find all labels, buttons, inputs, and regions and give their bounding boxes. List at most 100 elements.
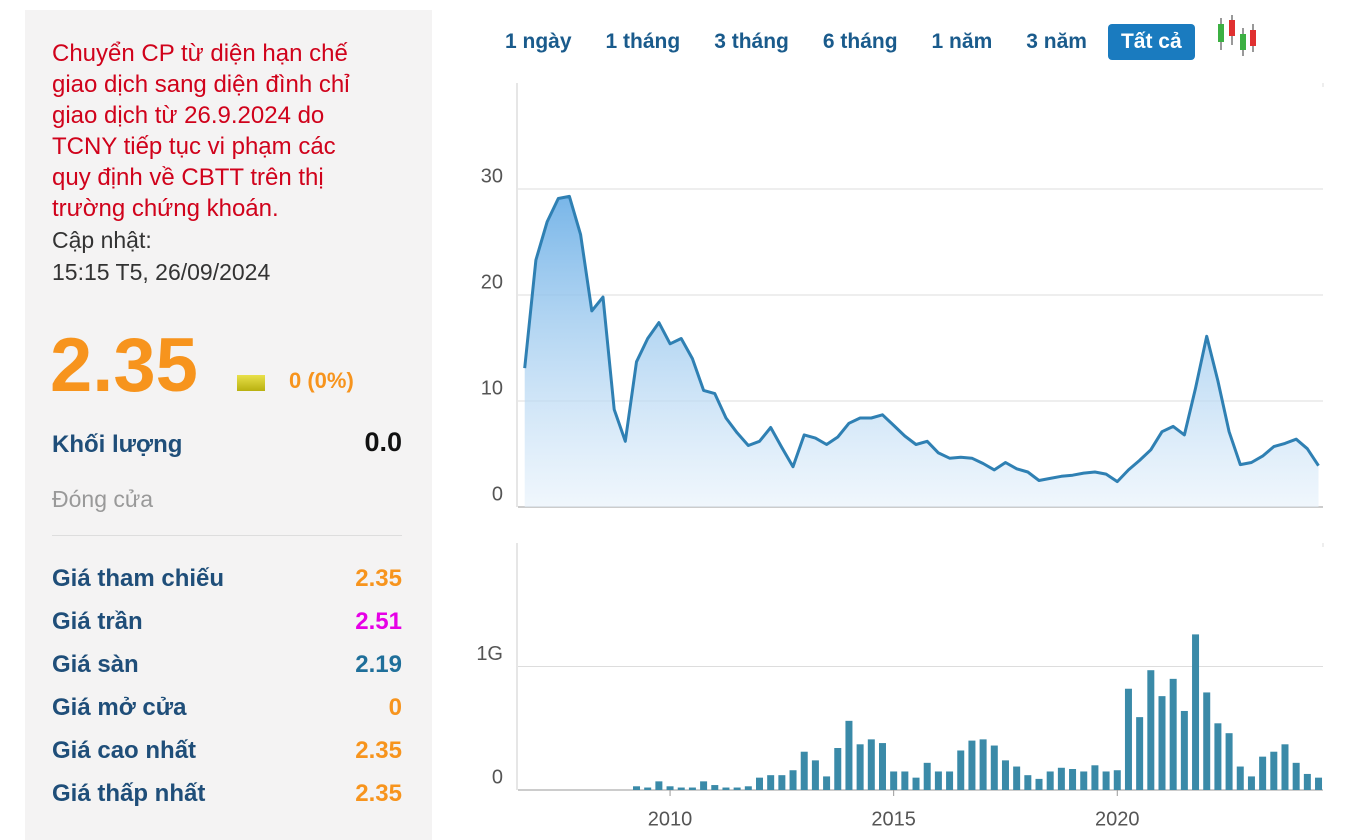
volume-bar [890,771,898,790]
updated-label: Cập nhật: [52,227,152,253]
price: 2.35 [50,323,198,408]
y-tick-label: 1G [476,643,503,665]
notice-line: TCNY tiếp tục vi phạm các [52,133,336,160]
notice-line: Chuyển CP từ diện hạn chế [52,40,348,67]
volume-bar [867,739,875,790]
volume-bar [923,762,931,790]
volume-bar [1247,776,1255,790]
range-buttons: 1 ngày 1 tháng 3 tháng 6 tháng 1 năm 3 năm Tất… [492,24,1203,60]
range-button[interactable]: 3 năm [1026,30,1087,53]
stat-label: Giá cao nhất [52,737,197,764]
volume-bar [778,775,786,790]
x-tick-label: 2010 [648,808,693,830]
volume-bar [1001,760,1009,790]
volume-bar [856,744,864,790]
volume-bar [990,745,998,790]
stat-value: 2.35 [355,737,402,764]
y-tick-label: 0 [492,766,503,788]
stat-value: 2.19 [355,651,402,678]
volume-bar [1315,777,1323,790]
volume-bar [834,748,842,790]
volume-bar [1136,717,1144,790]
volume-bar [1035,778,1043,790]
status: Đóng cửa [52,486,154,512]
volume-bar [1292,762,1300,790]
volume-bar [845,720,853,790]
volume-bar [1102,771,1110,790]
volume-bar [1046,771,1054,790]
x-tick-label: 2015 [871,808,916,830]
volume-bar [1236,766,1244,790]
volume-bar [1080,771,1088,790]
volume-bar [722,787,730,790]
volume-bar [901,771,909,790]
volume-bar [1192,634,1200,790]
volume-bar [979,739,987,790]
volume-bar [800,751,808,790]
volume-bar [1069,769,1077,790]
stat-value: 2.51 [355,608,402,635]
stat-label: Giá thấp nhất [52,780,206,807]
price-line [523,194,1320,484]
range-button[interactable]: 3 tháng [714,30,789,53]
volume-bar [744,786,752,790]
volume-bar [934,771,942,790]
change: 0 (0%) [289,368,354,393]
volume-bar [1203,692,1211,790]
volume-bar [1281,744,1289,790]
volume-bar [700,781,708,790]
volume-bar [912,777,920,790]
volume-bar [1270,751,1278,790]
stat-value: 0 [388,694,402,721]
y-tick-label: 0 [492,483,503,505]
volume-bar [1147,670,1155,790]
notice-line: quy định về CBTT trên thị [52,164,324,191]
volume-bar [1057,767,1065,790]
volume-bar [1303,773,1311,790]
notice-line: giao dịch từ 26.9.2024 do [52,102,325,129]
volume-bar [1091,765,1099,790]
volume-bar [1113,770,1121,790]
volume-bar [756,777,763,790]
volume-bar [644,787,652,790]
volume-bar [946,771,954,790]
stat-label: Giá mở cửa [52,694,187,721]
notice-line: trường chứng khoán. [52,195,279,222]
volume-bar [1013,766,1021,790]
separator [52,535,402,536]
volume-bar [1158,696,1166,790]
range-button[interactable]: 1 tháng [605,30,681,53]
volume-bar [1124,688,1132,790]
volume-bar [733,787,741,790]
volume-bar [767,775,775,790]
updated-time: 15:15 T5, 26/09/2024 [52,259,271,285]
stat-label: Giá sàn [52,651,139,678]
volume-bar [655,781,663,790]
range-button[interactable]: 1 ngày [505,30,572,53]
area-fill [524,196,1319,507]
volume-bar [957,750,965,790]
volume-bar [878,743,886,790]
candle-icon [1218,15,1256,56]
volume-bar [968,740,976,790]
volume-bar [811,760,819,790]
x-tick-label: 2020 [1095,808,1140,830]
volume-bar [711,785,719,790]
notice-line: giao dịch sang diện đình chỉ [52,71,350,98]
range-button[interactable]: Tất cả [1107,24,1195,60]
stat-label: Giá tham chiếu [52,565,225,592]
stat-value: 2.35 [355,780,402,807]
y-tick-label: 30 [481,165,503,187]
volume-bar [1259,756,1267,790]
range-button[interactable]: 1 năm [931,30,993,53]
volume-bar [1169,678,1177,790]
range-button[interactable]: 6 tháng [822,30,898,53]
volume: 0.0 [364,427,402,457]
volume-bar [1214,723,1222,790]
volume-bar [789,770,797,790]
volume-bar [677,787,685,790]
volume-bar [688,787,696,790]
volume-bar [666,786,674,790]
info-panel: Chuyển CP từ diện hạn chế giao dịch sang … [25,10,432,840]
